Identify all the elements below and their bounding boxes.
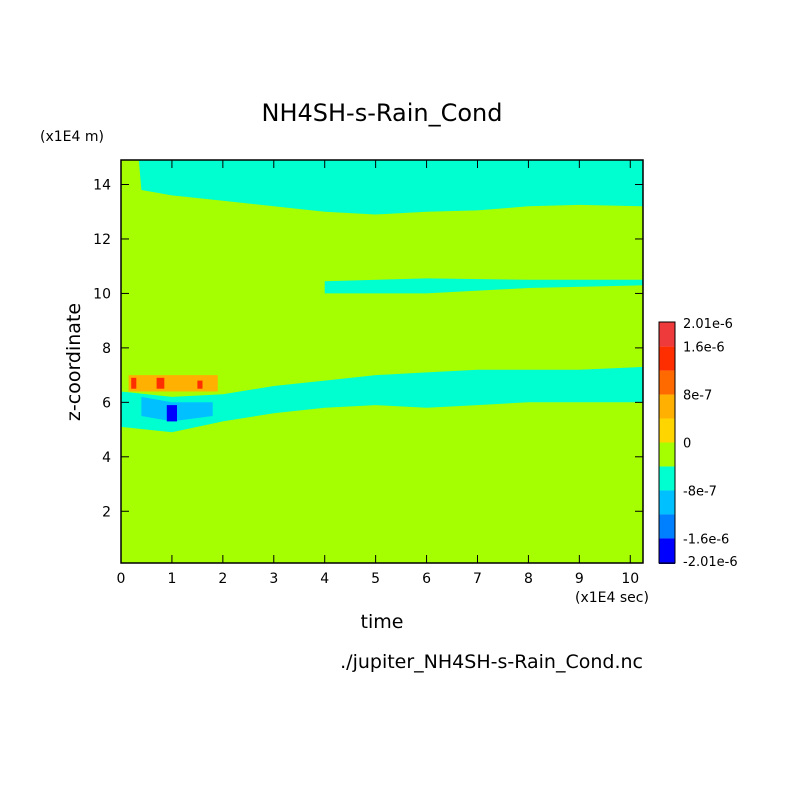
contour-region-1 — [324, 278, 643, 294]
colorbar-label-3: 0 — [683, 437, 691, 452]
colorbar-swatch-6 — [659, 466, 675, 491]
x-unit-label: (x1E4 sec) — [575, 590, 649, 606]
colorbar-label-4: -8e-7 — [683, 484, 717, 499]
y-unit-label: (x1E4 m) — [40, 129, 104, 145]
y-tick-label-0: 2 — [102, 504, 111, 520]
plot-background — [121, 160, 643, 563]
x-tick-label-7: 7 — [473, 571, 482, 587]
contour-region-2 — [121, 366, 643, 433]
contour-region-7 — [156, 377, 165, 389]
colorbar-label-5: -1.6e-6 — [683, 532, 729, 547]
contour-regions — [121, 160, 643, 433]
colorbar-swatch-8 — [659, 514, 675, 539]
x-tick-label-6: 6 — [422, 571, 431, 587]
contour-region-3 — [141, 396, 213, 422]
x-axis-label: time — [361, 611, 404, 633]
colorbar-label-0: 2.01e-6 — [683, 317, 733, 332]
x-tick-label-4: 4 — [320, 571, 329, 587]
y-tick-label-6: 14 — [93, 178, 111, 194]
x-tick-label-2: 2 — [218, 571, 227, 587]
colorbar-swatch-4 — [659, 418, 675, 443]
contour-region-4 — [166, 405, 177, 422]
colorbar-label-6: -2.01e-6 — [683, 555, 738, 570]
colorbar-swatch-9 — [659, 538, 675, 563]
x-tick-label-9: 9 — [575, 571, 584, 587]
plot-frame — [120, 159, 644, 564]
colorbar-swatch-2 — [659, 370, 675, 395]
colorbar-swatch-0 — [659, 322, 675, 347]
colorbar-swatch-5 — [659, 442, 675, 467]
chart-title: NH4SH-s-Rain_Cond — [262, 99, 503, 127]
colorbar-label-2: 8e-7 — [683, 389, 712, 404]
contour-region-0 — [138, 160, 643, 215]
y-tick-label-4: 10 — [93, 286, 111, 302]
colorbar-swatch-1 — [659, 346, 675, 371]
y-tick-label-3: 8 — [102, 341, 111, 357]
x-tick-label-1: 1 — [167, 571, 176, 587]
x-tick-label-3: 3 — [269, 571, 278, 587]
contour-region-8 — [197, 380, 203, 389]
contour-region-6 — [131, 377, 137, 389]
x-tick-label-10: 10 — [621, 571, 639, 587]
source-file-label: ./jupiter_NH4SH-s-Rain_Cond.nc — [340, 651, 643, 673]
contour-region-5 — [128, 375, 218, 392]
y-tick-label-5: 12 — [93, 232, 111, 248]
x-tick-label-8: 8 — [524, 571, 533, 587]
colorbar-swatch-7 — [659, 490, 675, 515]
colorbar-frame — [658, 321, 676, 564]
colorbar-label-1: 1.6e-6 — [683, 341, 725, 356]
x-tick-label-5: 5 — [371, 571, 380, 587]
y-axis-label: z-coordinate — [63, 303, 85, 421]
y-tick-label-2: 6 — [102, 395, 111, 411]
colorbar-swatch-3 — [659, 394, 675, 419]
y-tick-label-1: 4 — [102, 450, 111, 466]
colorbar: 2.01e-6 1.6e-6 8e-7 0 -8e-7 -1.6e-6 -2.01e-6 — [658, 317, 738, 570]
x-tick-label-0: 0 — [117, 571, 126, 587]
